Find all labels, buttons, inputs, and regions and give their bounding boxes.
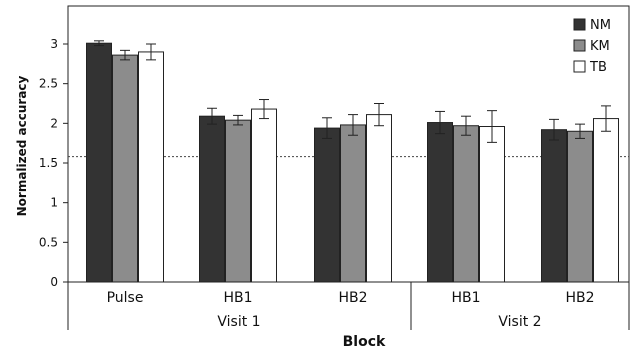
- x-tick-label: HB1: [223, 290, 252, 306]
- bar-nm: [427, 122, 453, 283]
- bar-km: [225, 119, 251, 283]
- x-axis: Pulse HB1 HB2 HB1 HB2 Visit 1 Visit 2: [67, 282, 630, 330]
- legend-label: TB: [589, 60, 607, 75]
- bar-nm: [86, 42, 112, 283]
- bar-nm: [314, 127, 340, 283]
- error-bars: [94, 40, 611, 143]
- x-tick-label: HB1: [451, 290, 480, 306]
- bar-km: [112, 54, 138, 283]
- bar-km: [340, 124, 366, 283]
- x-tick-label: HB2: [565, 290, 594, 306]
- x-group-label: Visit 1: [217, 314, 260, 330]
- bar-nm: [199, 115, 225, 283]
- x-tick-label: Pulse: [107, 290, 144, 306]
- legend-label: KM: [590, 39, 610, 54]
- y-axis-title: Normalized accuracy: [15, 75, 29, 216]
- bar-km: [567, 130, 593, 283]
- bar-tb: [593, 118, 619, 283]
- x-group-label: Visit 2: [498, 314, 541, 330]
- legend-swatch-nm: [573, 18, 586, 31]
- y-tick-label: 3: [50, 37, 58, 51]
- bar-nm: [541, 129, 567, 283]
- y-tick-label: 1: [50, 196, 58, 210]
- y-tick-label: 2.5: [39, 77, 58, 91]
- bars: [86, 42, 619, 283]
- y-tick-label: 0: [50, 275, 58, 289]
- x-axis-title: Block: [343, 334, 386, 350]
- bar-tb: [366, 114, 392, 283]
- y-tick-label: 0.5: [39, 235, 58, 249]
- bar-tb: [479, 126, 505, 283]
- x-tick-label: HB2: [338, 290, 367, 306]
- legend-swatch-tb: [573, 60, 586, 73]
- legend-label: NM: [590, 18, 611, 33]
- y-tick-label: 2: [50, 116, 58, 130]
- legend: NM KM TB: [573, 18, 611, 75]
- legend-swatch-km: [573, 39, 586, 52]
- bar-tb: [251, 108, 277, 283]
- y-axis: 0 0.5 1 1.5 2 2.5 3: [39, 37, 68, 289]
- bar-tb: [138, 51, 164, 283]
- y-tick-label: 1.5: [39, 156, 58, 170]
- bar-km: [453, 125, 479, 283]
